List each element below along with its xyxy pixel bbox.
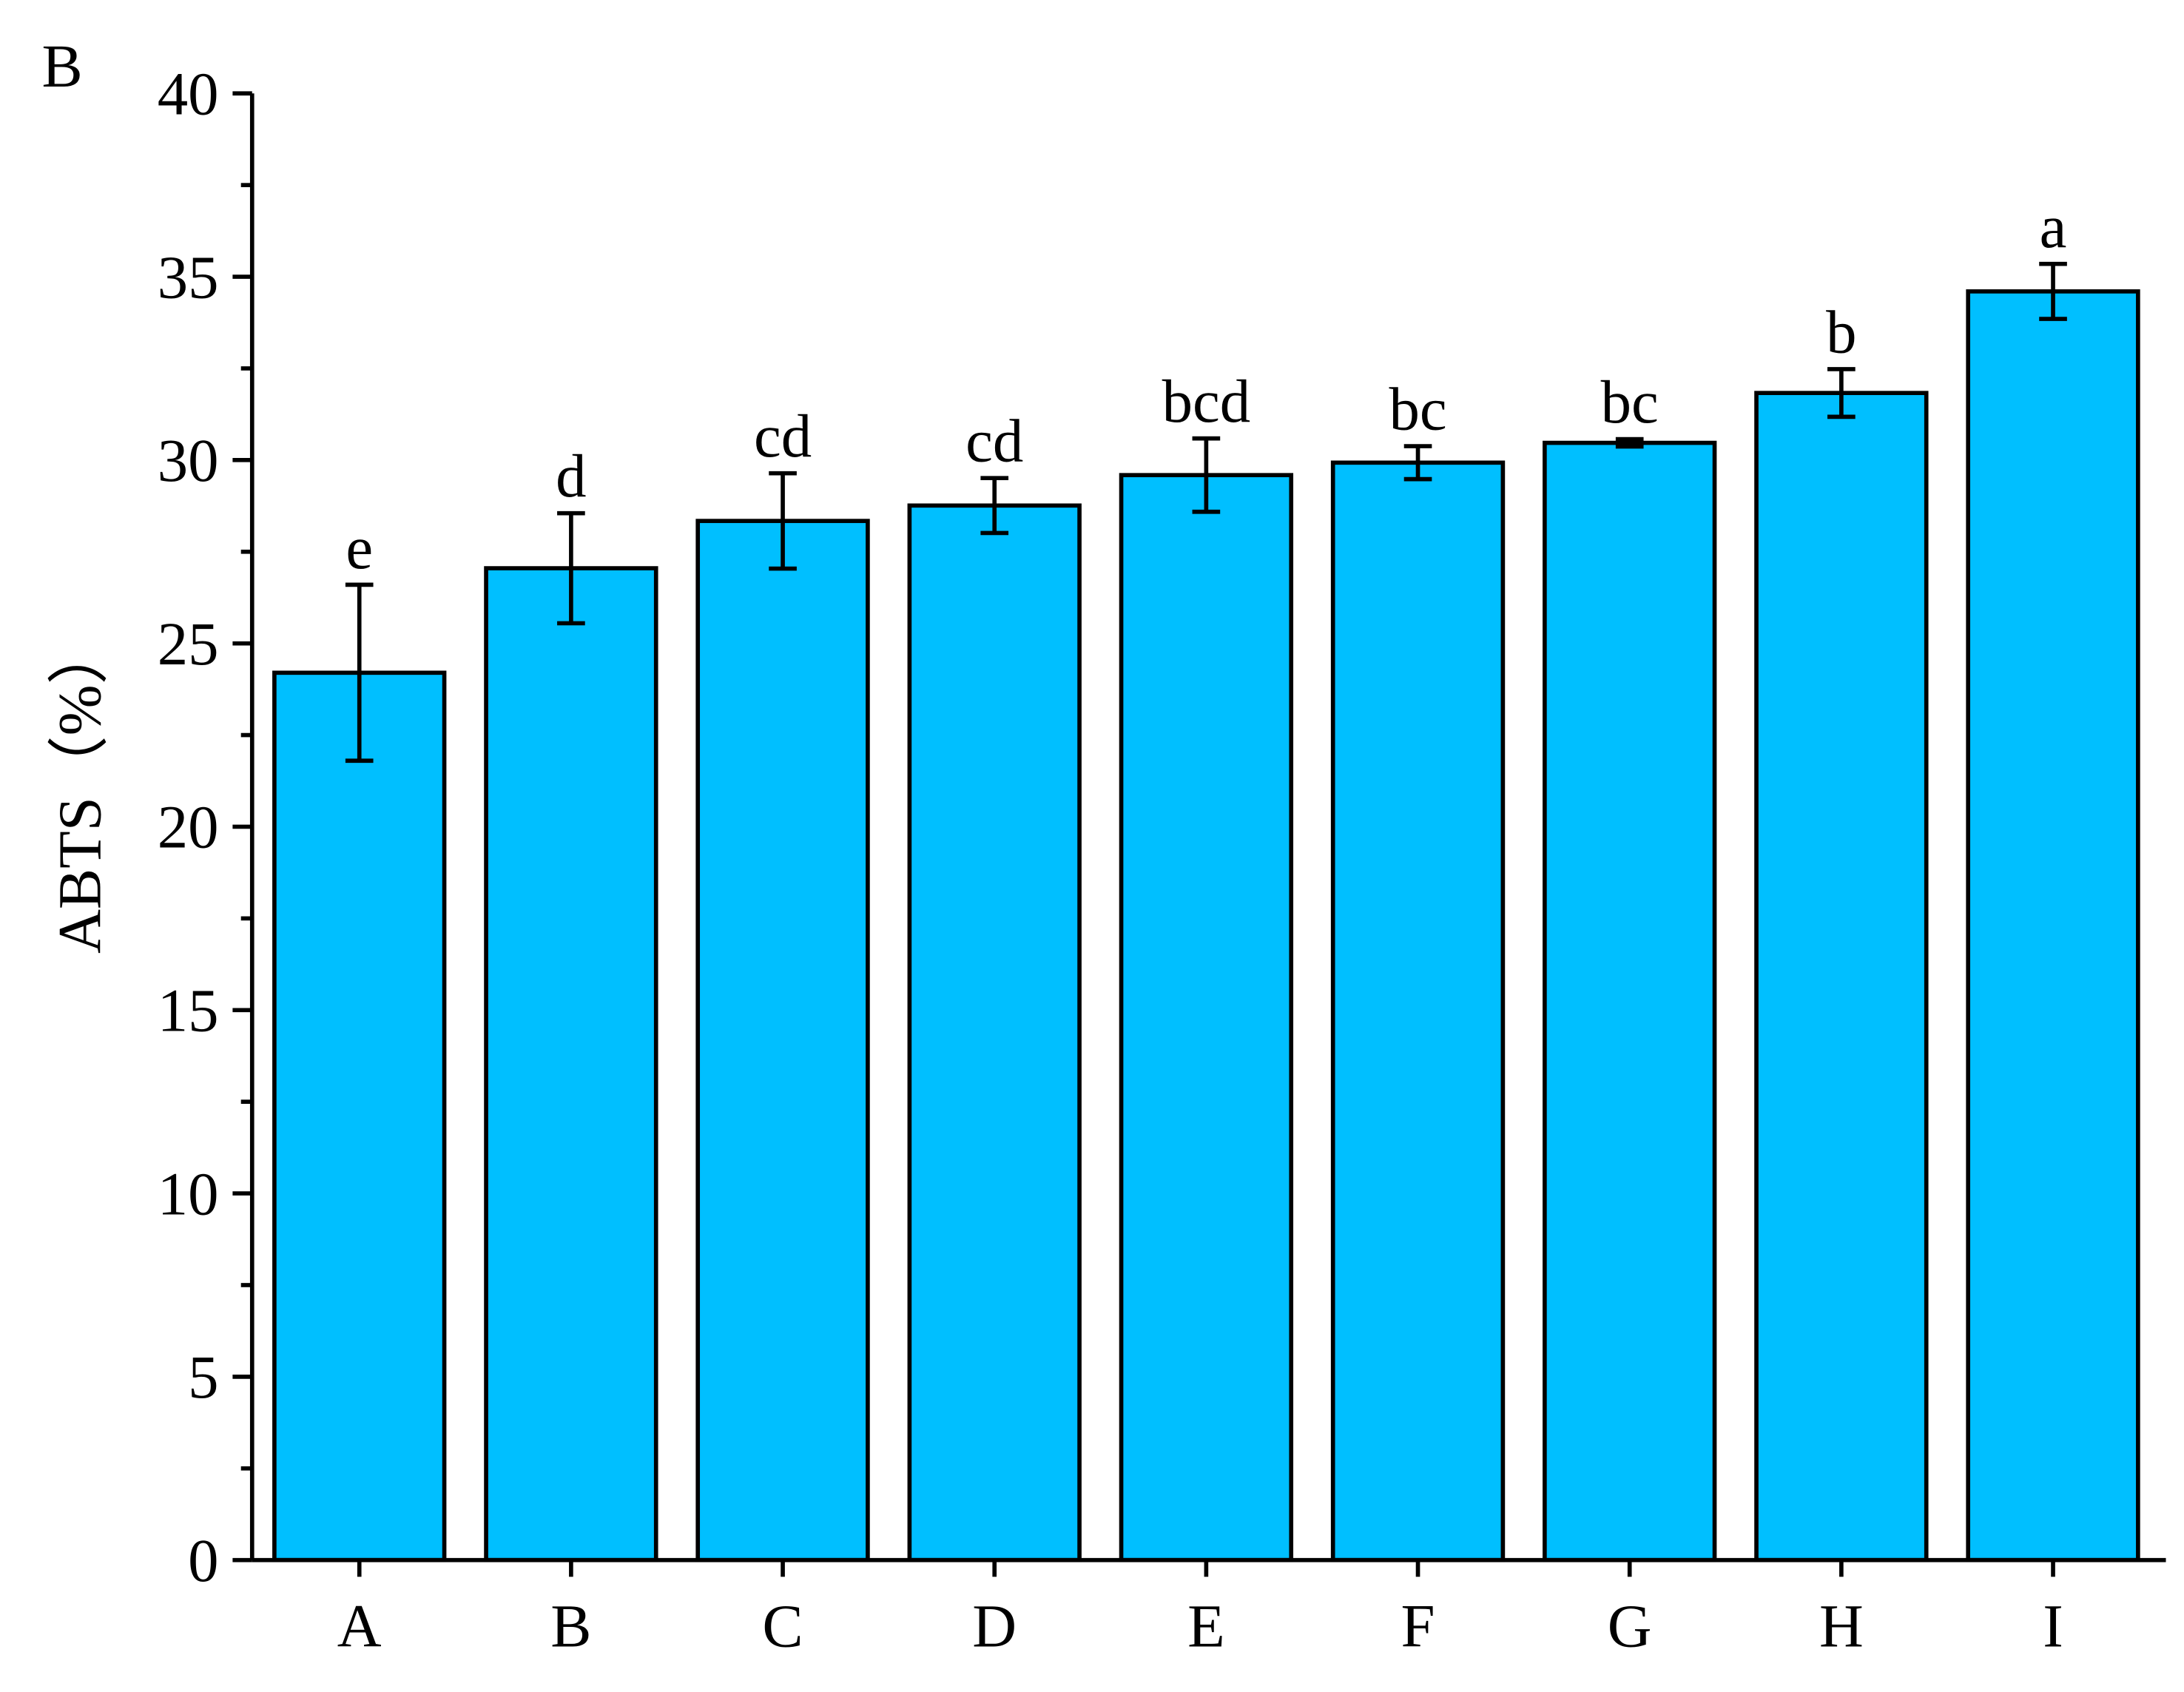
annotation: bc [1601,368,1659,436]
bar [907,503,1082,1563]
error-bar [345,582,374,764]
x-tick-label: A [337,1591,382,1659]
bar [695,519,870,1563]
error-bar [557,510,585,626]
y-tick-label: 35 [158,243,219,311]
annotation: d [556,442,586,510]
x-tick-label: H [1819,1591,1864,1659]
x-tick-label: I [2043,1591,2063,1659]
y-tick-label: 15 [158,977,219,1045]
x-tick-label: F [1401,1591,1435,1659]
error-bar [980,476,1009,536]
error-bar [1827,367,1856,419]
panel-label: B [41,32,82,100]
bar [1330,460,1506,1563]
x-tick-label: D [972,1591,1017,1659]
error-bar [1615,437,1644,449]
annotation: bcd [1162,367,1251,435]
bar [272,670,447,1563]
annotation: b [1826,297,1856,365]
bar [1543,440,1717,1563]
annotation: bc [1389,374,1446,442]
bar [1966,289,2140,1563]
annotation: cd [754,402,812,470]
annotation: a [2040,192,2067,260]
y-tick-label: 10 [158,1159,219,1227]
error-bar [1192,436,1221,514]
bar [1119,473,1294,1563]
x-tick-label: B [550,1591,591,1659]
annotation: e [346,513,373,582]
y-tick-label: 0 [188,1526,218,1594]
error-bar [2039,261,2067,321]
bar [484,566,658,1563]
y-tick-label: 25 [158,610,219,678]
y-axis-label: ABTS（%） [46,624,114,954]
annotation: cd [965,407,1023,475]
y-tick-label: 20 [158,793,219,861]
x-tick-label: C [762,1591,803,1659]
y-tick-label: 40 [158,59,219,127]
x-tick-label: E [1187,1591,1225,1659]
y-tick-label: 5 [188,1343,218,1411]
x-tick-label: G [1608,1591,1652,1659]
error-bar [1403,444,1432,482]
error-bar [769,471,797,571]
bar [1754,391,1929,1563]
y-tick-label: 30 [158,426,219,494]
